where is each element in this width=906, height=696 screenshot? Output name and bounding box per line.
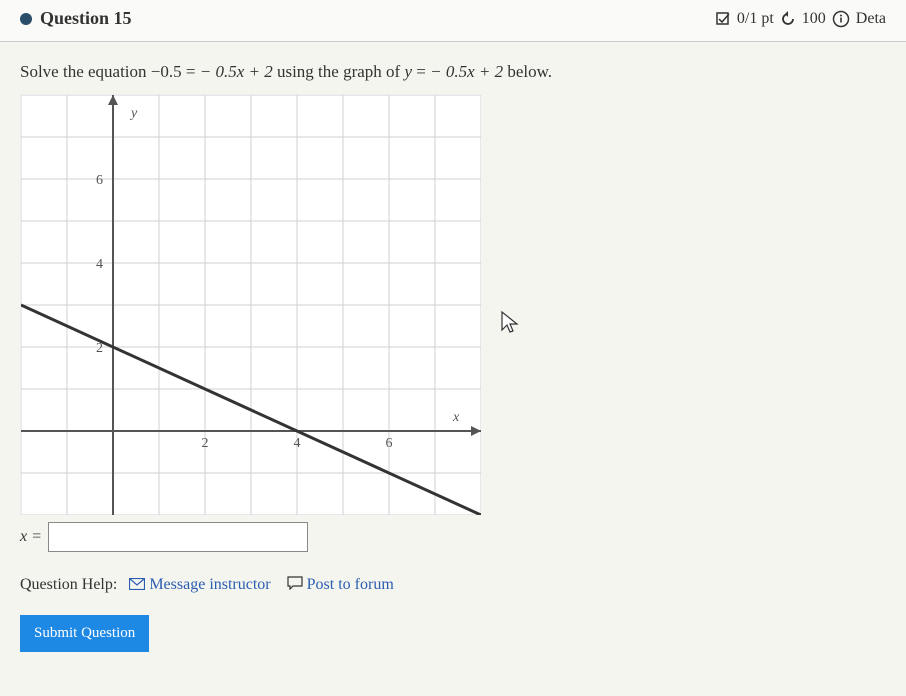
score-text: 0/1 pt: [737, 10, 774, 28]
svg-text:6: 6: [96, 173, 103, 188]
answer-row: x =: [20, 522, 886, 552]
svg-text:2: 2: [202, 436, 209, 451]
question-help: Question Help: Message instructor Post t…: [20, 576, 886, 595]
cursor-icon: [500, 310, 520, 341]
mail-icon: [129, 577, 145, 595]
svg-text:6: 6: [386, 436, 393, 451]
header-left: Question 15: [20, 8, 132, 29]
score-icon: [715, 11, 731, 27]
eq1-lhs: −0.5: [151, 62, 182, 81]
question-title: Question 15: [40, 8, 132, 29]
answer-input[interactable]: [48, 522, 308, 552]
prompt-mid: using the graph of: [273, 62, 405, 81]
eq1-mid: =: [182, 62, 200, 81]
prompt-suffix: below.: [503, 62, 552, 81]
eq2-rhs: − 0.5x + 2: [430, 62, 503, 81]
eq1-rhs: − 0.5x + 2: [200, 62, 273, 81]
message-instructor-link[interactable]: Message instructor: [149, 576, 270, 593]
graph: 246246yx: [20, 94, 480, 514]
bullet-icon: [20, 13, 32, 25]
header-right: 0/1 pt 100 Deta: [715, 10, 886, 28]
post-to-forum-link[interactable]: Post to forum: [307, 576, 394, 593]
prompt-prefix: Solve the equation: [20, 62, 151, 81]
svg-text:x: x: [452, 410, 460, 425]
attempts-text: 100: [802, 10, 826, 28]
chat-icon: [287, 576, 303, 595]
graph-svg: 246246yx: [21, 95, 481, 515]
svg-text:4: 4: [96, 257, 103, 272]
eq2-lhs: y: [404, 62, 412, 81]
question-header: Question 15 0/1 pt 100 Deta: [0, 0, 906, 42]
submit-button[interactable]: Submit Question: [20, 615, 149, 652]
help-label: Question Help:: [20, 576, 117, 593]
svg-text:y: y: [129, 106, 138, 121]
answer-label: x =: [20, 528, 42, 546]
retry-icon: [780, 11, 796, 27]
svg-text:4: 4: [294, 436, 301, 451]
question-prompt: Solve the equation −0.5 = − 0.5x + 2 usi…: [20, 62, 886, 82]
details-link[interactable]: Deta: [856, 10, 886, 28]
eq2-mid: =: [412, 62, 430, 81]
question-content: Solve the equation −0.5 = − 0.5x + 2 usi…: [0, 42, 906, 672]
info-icon[interactable]: [832, 10, 850, 28]
